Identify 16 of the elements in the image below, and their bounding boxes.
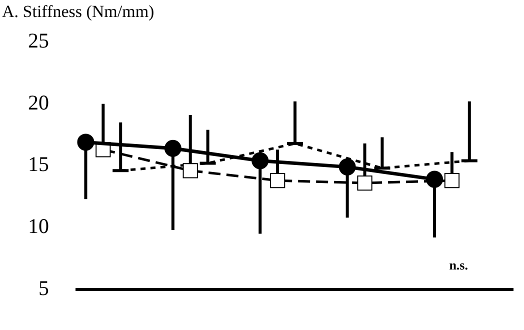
chart-title: A. Stiffness (Nm/mm)	[2, 2, 154, 22]
point	[77, 134, 94, 151]
point	[270, 172, 286, 188]
y-tick-label: 20	[28, 90, 49, 114]
point	[252, 152, 269, 170]
y-tick-label: 15	[28, 152, 49, 176]
point	[164, 140, 182, 157]
point	[338, 158, 356, 176]
y-tick-label: 5	[38, 276, 49, 300]
point	[357, 175, 372, 191]
point	[182, 163, 198, 178]
point	[444, 172, 460, 188]
y-tick-label: 10	[28, 214, 49, 238]
point	[426, 170, 444, 188]
y-tick-label: 25	[28, 28, 49, 53]
annotation: n.s.	[449, 257, 468, 272]
